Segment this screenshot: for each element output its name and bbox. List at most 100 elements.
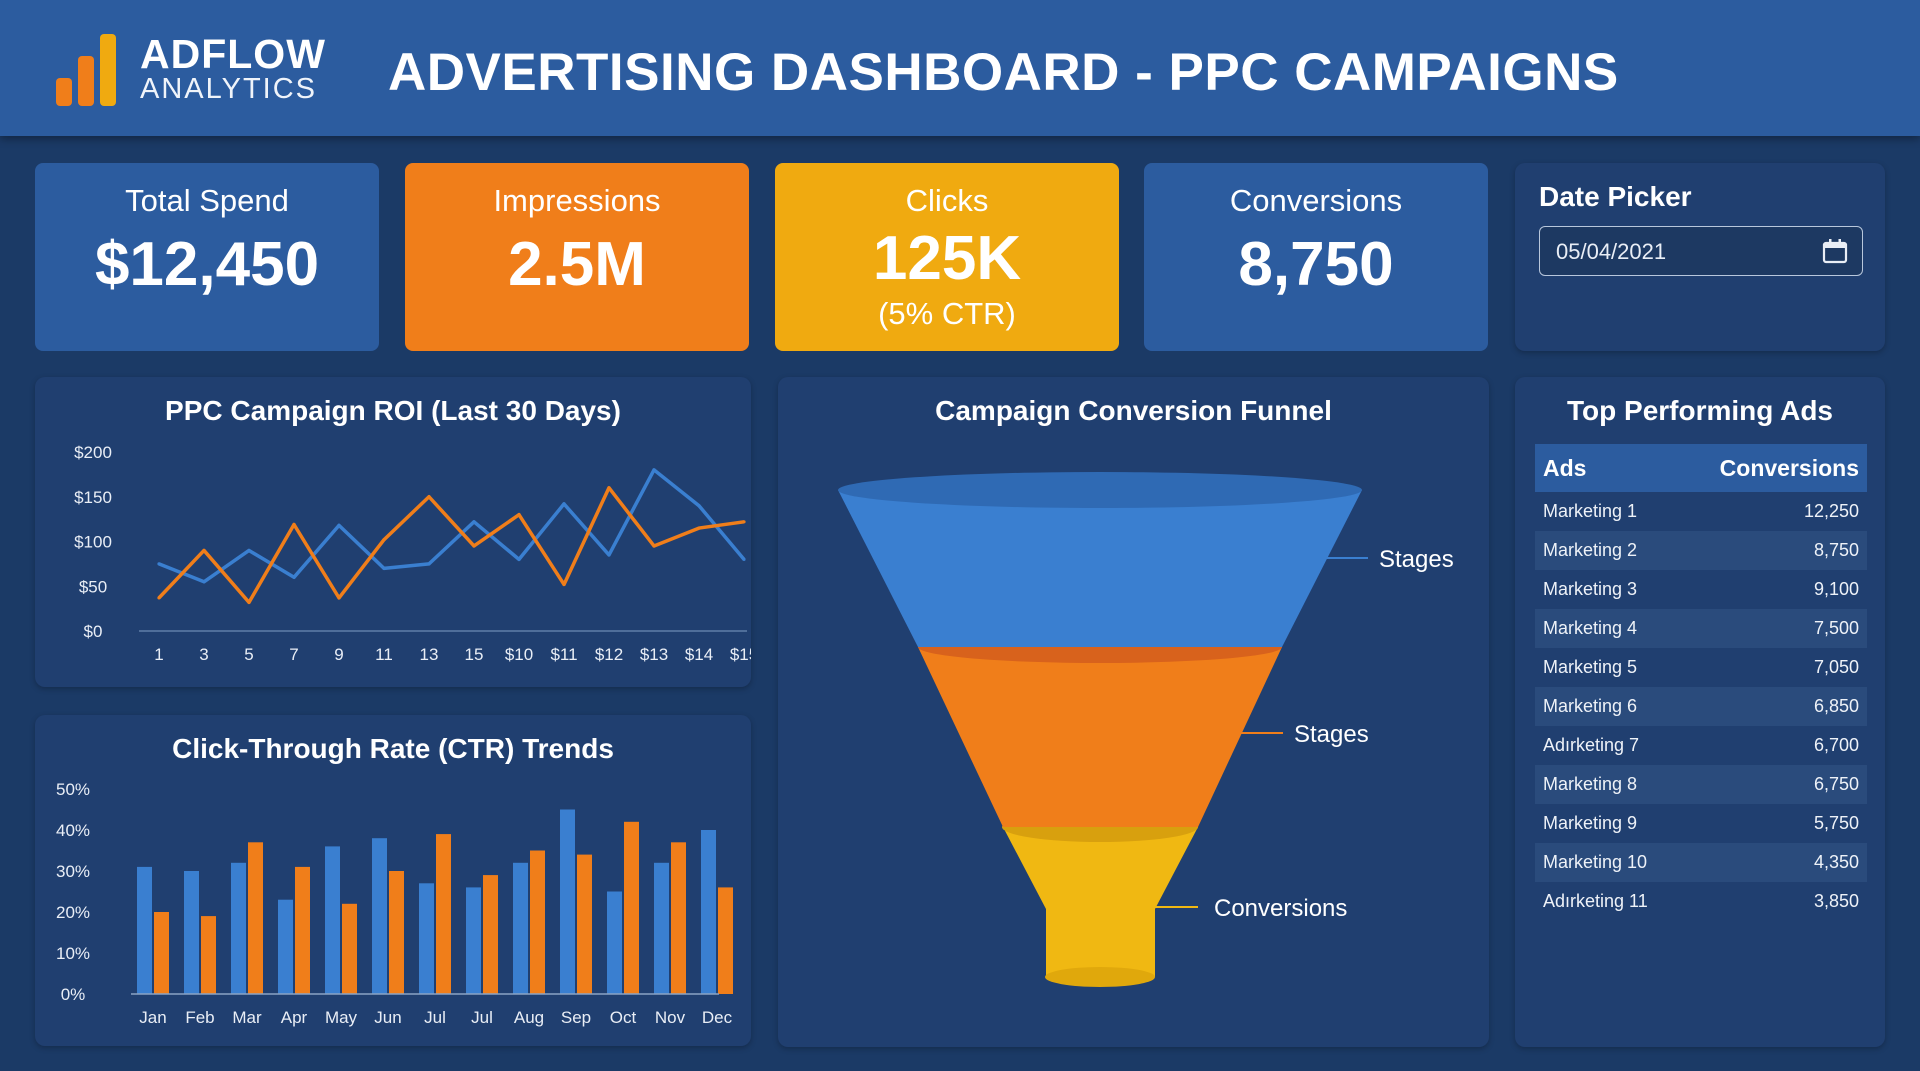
series-line-1 xyxy=(158,468,746,584)
funnel-stage-3-bottom xyxy=(1045,967,1155,987)
table-row[interactable]: Marketing 4 7,500 xyxy=(1535,609,1867,648)
kpi-label: Total Spend xyxy=(125,183,289,218)
x-tick-label: Sep xyxy=(561,1008,591,1027)
bar-series-1 xyxy=(278,899,293,994)
x-tick-label: May xyxy=(325,1008,358,1027)
logo-name: ADFLOW xyxy=(140,31,326,77)
ad-conversions: 8,750 xyxy=(1680,531,1867,570)
ad-conversions: 9,100 xyxy=(1813,579,1859,599)
logo-bars-icon xyxy=(56,34,116,106)
data-point xyxy=(472,544,476,548)
table-row[interactable]: Marketing 5 7,050 xyxy=(1535,648,1867,687)
ctr-chart-title: Click-Through Rate (CTR) Trends xyxy=(172,733,614,764)
x-tick-label: $11 xyxy=(550,645,577,664)
ad-conversions: 3,850 xyxy=(1813,891,1859,911)
kpi-conversions: Conversions 8,750 xyxy=(1144,163,1488,351)
bar-series-2 xyxy=(530,850,545,994)
table-row[interactable]: Marketing 9 5,750 xyxy=(1535,804,1867,843)
top-ads-table: Ads Conversions Marketing 1 12,250 Market… xyxy=(1535,444,1867,921)
roi-chart-panel: PPC Campaign ROI (Last 30 Days) $0 $50 $10… xyxy=(35,377,751,687)
kpi-value: 8,750 xyxy=(1238,230,1394,299)
ad-name: Adırketing 11 xyxy=(1543,891,1648,911)
x-tick-label: Apr xyxy=(281,1008,308,1027)
ad-name: Marketing 3 xyxy=(1543,579,1638,599)
kpi-value: 125K xyxy=(872,224,1022,293)
x-tick-label: $15 xyxy=(730,645,751,664)
kpi-value: 2.5M xyxy=(508,230,646,299)
x-tick-label: Jan xyxy=(139,1008,166,1027)
table-row[interactable]: Marketing 1 12,250 xyxy=(1535,492,1867,531)
column-header-ads[interactable]: Ads xyxy=(1535,444,1681,492)
bar-series-2 xyxy=(389,871,404,994)
ad-conversions: 7,500 xyxy=(1680,609,1867,648)
funnel-panel: Campaign Conversion Funnel Stages Stages… xyxy=(778,377,1489,1047)
bar-series-1 xyxy=(184,871,199,994)
bar-series-1 xyxy=(607,891,622,994)
ad-conversions: 12,250 xyxy=(1803,501,1859,521)
table-row[interactable]: Marketing 3 9,100 xyxy=(1535,570,1867,609)
data-point xyxy=(202,580,206,584)
table-row[interactable]: Marketing 2 8,750 xyxy=(1535,531,1867,570)
table-row[interactable]: Adırketing 7 6,700 xyxy=(1535,726,1867,765)
table-row[interactable]: Marketing 8 6,750 xyxy=(1535,765,1867,804)
kpi-label: Impressions xyxy=(493,183,661,218)
date-picker-panel: Date Picker 05/04/2021 xyxy=(1515,163,1885,351)
kpi-impressions: Impressions 2.5M xyxy=(405,163,749,351)
logo-bar-1 xyxy=(56,78,72,106)
kpi-label: Conversions xyxy=(1229,183,1403,218)
kpi-value: $12,450 xyxy=(94,230,320,299)
column-header-conversions[interactable]: Conversions xyxy=(1680,444,1867,492)
logo-bar-3 xyxy=(100,34,116,106)
ctr-bar-chart: 0% 10% 20% 30% 40% 50% Jan Feb Mar Apr May Jun Jul Ju… xyxy=(56,780,733,1027)
x-tick-label: 5 xyxy=(244,645,253,664)
header-bar: ADFLOW ANALYTICS ADVERTISING DASHBOARD -… xyxy=(0,0,1920,136)
funnel-stage-1-top xyxy=(838,472,1362,508)
data-point xyxy=(247,600,251,604)
ad-name: Marketing 4 xyxy=(1535,609,1681,648)
funnel-stage-3 xyxy=(1003,827,1198,977)
ad-name: Adırketing 7 xyxy=(1543,735,1640,755)
bar-series-2 xyxy=(342,903,357,994)
bar-series-1 xyxy=(701,830,716,994)
table-row[interactable]: Marketing 10 4,350 xyxy=(1535,843,1867,882)
data-point xyxy=(652,468,656,472)
table-row[interactable]: Adırketing 11 3,850 xyxy=(1535,882,1867,921)
x-tick-label: 11 xyxy=(375,645,393,664)
ad-conversions: 7,050 xyxy=(1813,657,1859,677)
calendar-icon[interactable] xyxy=(1822,238,1848,264)
data-point xyxy=(517,513,521,517)
y-tick-label: $200 xyxy=(74,443,112,462)
y-tick-label: 30% xyxy=(56,862,90,881)
x-tick-label: Aug xyxy=(514,1008,544,1027)
x-tick-label: 9 xyxy=(334,645,343,664)
ad-name: Marketing 8 xyxy=(1535,765,1681,804)
x-tick-label: Feb xyxy=(185,1008,214,1027)
series-line-2 xyxy=(157,486,745,605)
x-tick-label: 13 xyxy=(420,645,439,664)
x-tick-label: Jul xyxy=(424,1008,446,1027)
data-point xyxy=(607,486,611,490)
data-point xyxy=(382,566,386,570)
data-point xyxy=(292,575,296,579)
kpi-label: Clicks xyxy=(905,183,989,218)
ad-conversions: 4,350 xyxy=(1680,843,1867,882)
y-tick-label: 10% xyxy=(56,944,90,963)
top-ads-title: Top Performing Ads xyxy=(1567,395,1833,426)
bar-series-2 xyxy=(577,854,592,994)
data-point xyxy=(202,548,206,553)
date-input[interactable]: 05/04/2021 xyxy=(1539,226,1863,276)
ad-name: Marketing 10 xyxy=(1535,843,1681,882)
funnel-title: Campaign Conversion Funnel xyxy=(935,395,1332,426)
y-tick-label: $0 xyxy=(84,622,103,641)
table-row[interactable]: Marketing 6 6,850 xyxy=(1535,687,1867,726)
ad-conversions: 5,750 xyxy=(1813,813,1859,833)
x-tick-label: Jul xyxy=(471,1008,493,1027)
data-point xyxy=(562,502,566,506)
y-tick-label: 40% xyxy=(56,821,90,840)
data-point xyxy=(472,520,476,524)
logo: ADFLOW ANALYTICS xyxy=(140,31,326,105)
x-tick-label: Oct xyxy=(610,1008,637,1027)
roi-chart-title: PPC Campaign ROI (Last 30 Days) xyxy=(165,395,621,426)
bar-series-2 xyxy=(295,866,310,994)
